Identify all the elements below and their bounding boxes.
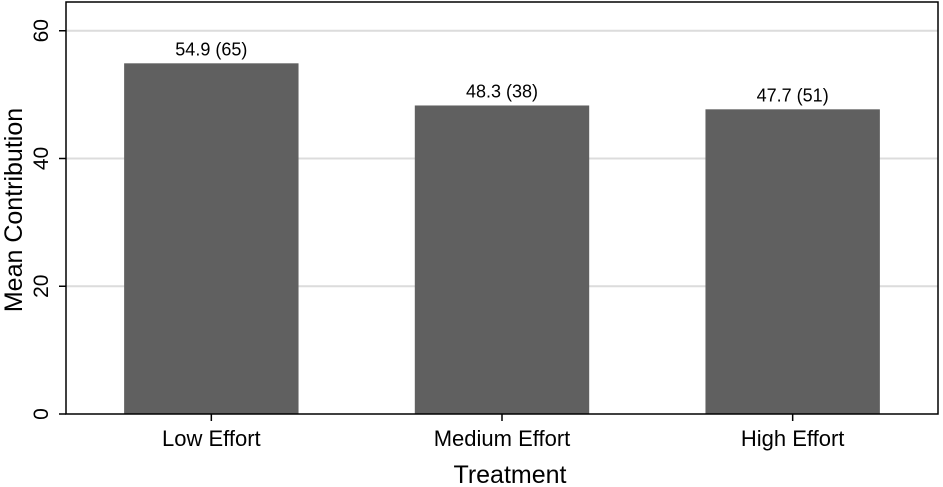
bars (124, 63, 880, 415)
x-tick-label: Low Effort (162, 426, 261, 451)
bar-value-label: 54.9 (65) (175, 39, 247, 59)
bar (414, 105, 590, 415)
y-tick-label: 0 (30, 408, 53, 420)
x-tick-label: High Effort (741, 426, 845, 451)
y-axis-title: Mean Contribution (0, 108, 28, 312)
y-tick-label: 40 (30, 147, 53, 170)
x-axis-title: Treatment (453, 461, 566, 487)
bar (705, 109, 880, 414)
bar-value-label: 48.3 (38) (466, 81, 538, 101)
y-axis-ticks: 0 20 40 60 (30, 19, 66, 420)
y-tick-label: 60 (30, 19, 53, 42)
x-tick-label: Medium Effort (434, 426, 571, 451)
data-labels: 54.9 (65) 48.3 (38) 47.7 (51) (175, 39, 828, 105)
y-tick-label: 20 (30, 275, 53, 298)
bar-value-label: 47.7 (51) (757, 85, 829, 105)
x-axis-ticks: Low Effort Medium Effort High Effort (162, 414, 844, 451)
bar (124, 63, 299, 415)
